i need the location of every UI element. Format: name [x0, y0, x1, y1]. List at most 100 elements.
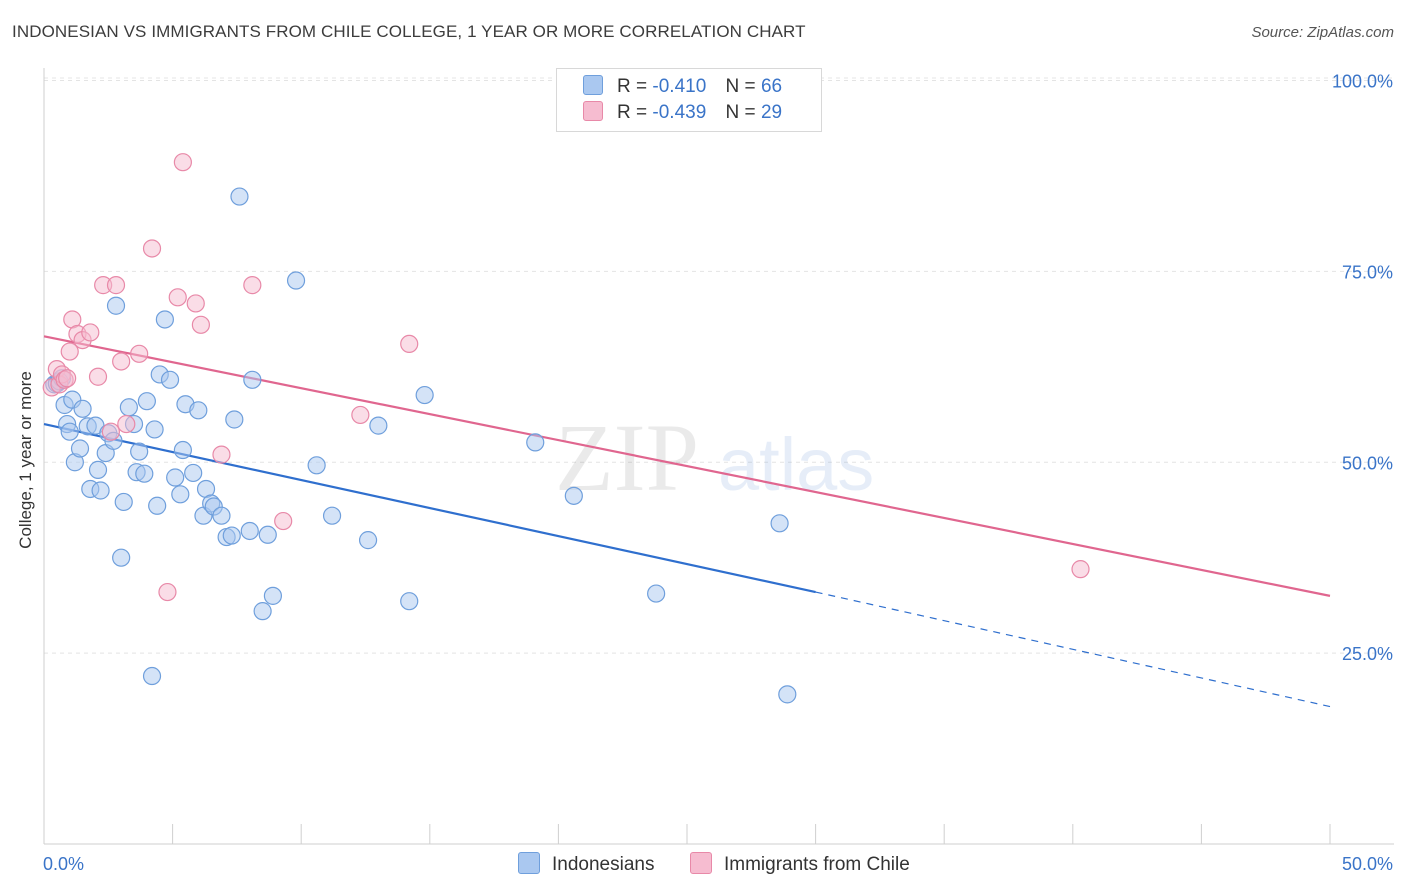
trend-lines — [43, 335, 1331, 708]
point-indonesians — [60, 422, 79, 441]
point-indonesians — [106, 296, 126, 315]
legend-swatch-pink — [690, 852, 712, 874]
chart-title: INDONESIAN VS IMMIGRANTS FROM CHILE COLL… — [12, 22, 806, 41]
y-axis-label: College, 1 year or more — [16, 371, 35, 549]
point-chile — [351, 405, 370, 425]
point-indonesians — [114, 492, 133, 512]
point-indonesians — [322, 506, 342, 525]
point-chile — [168, 288, 187, 307]
point-indonesians — [225, 410, 244, 429]
point-indonesians — [222, 526, 241, 545]
point-indonesians — [240, 521, 259, 541]
legend-label-indonesians: Indonesians — [552, 854, 655, 875]
point-indonesians — [358, 531, 378, 550]
legend-row-indonesians: R = -0.410 N = 66 — [583, 75, 782, 99]
watermark-atlas: atlas — [718, 423, 874, 506]
point-chile — [60, 342, 79, 361]
legend-n-label: N = — [725, 76, 756, 97]
point-chile — [400, 334, 419, 354]
point-indonesians — [73, 399, 92, 418]
tick-labels: 25.0% 50.0% 75.0% 100.0% 0.0% 50.0% — [43, 72, 1393, 875]
point-indonesians — [137, 392, 156, 411]
axes — [43, 68, 1394, 845]
point-indonesians — [91, 481, 110, 500]
legend-r-value: -0.410 — [652, 76, 707, 97]
trend-line-indonesians-extension — [815, 591, 1331, 708]
legend-r-value: -0.439 — [652, 102, 707, 123]
stats-legend: R = -0.410 N = 66 R = -0.439 N = 29 — [556, 68, 822, 132]
point-indonesians — [148, 496, 167, 515]
point-chile — [186, 294, 205, 313]
x-tick-label-min: 0.0% — [43, 854, 84, 874]
point-indonesians — [647, 584, 666, 603]
legend-n-value: 29 — [760, 102, 783, 123]
legend-row-chile: R = -0.439 N = 29 — [583, 101, 782, 125]
legend-r-label: R = — [617, 102, 648, 123]
point-chile — [158, 582, 177, 602]
legend-r-label: R = — [617, 76, 648, 97]
point-chile — [274, 511, 293, 531]
point-chile — [243, 276, 262, 295]
source-label: Source: ZipAtlas.com — [1251, 24, 1394, 41]
legend-swatch-blue — [518, 852, 540, 874]
point-indonesians — [160, 370, 180, 389]
point-indonesians — [155, 310, 174, 329]
point-indonesians — [70, 439, 90, 458]
legend-swatch-pink — [583, 101, 603, 121]
point-indonesians — [258, 525, 277, 544]
trend-line-indonesians — [43, 423, 816, 594]
data-points — [42, 153, 1090, 704]
legend-n-label: N = — [725, 102, 756, 123]
point-indonesians — [142, 666, 162, 686]
point-indonesians — [189, 401, 208, 420]
point-chile — [212, 445, 231, 464]
legend-n-value: 66 — [760, 76, 783, 97]
legend-label-chile: Immigrants from Chile — [724, 854, 910, 875]
point-chile — [106, 276, 126, 295]
point-chile — [191, 315, 210, 334]
point-indonesians — [369, 416, 388, 435]
point-indonesians — [230, 187, 249, 206]
point-indonesians — [171, 485, 190, 504]
point-chile — [112, 352, 131, 371]
point-chile — [81, 323, 100, 342]
point-chile — [1071, 560, 1090, 579]
y-tick-label: 25.0% — [1342, 644, 1393, 664]
bottom-legend-indonesians: Indonesians — [518, 852, 654, 876]
point-chile — [101, 422, 120, 441]
point-chile — [58, 369, 77, 388]
point-indonesians — [112, 548, 131, 567]
y-tick-label: 50.0% — [1342, 453, 1393, 473]
point-indonesians — [253, 602, 272, 621]
point-indonesians — [778, 685, 797, 704]
point-indonesians — [130, 442, 149, 461]
point-indonesians — [400, 592, 419, 611]
legend-swatch-blue — [583, 75, 603, 95]
x-tick-label-max: 50.0% — [1342, 854, 1393, 874]
point-indonesians — [173, 440, 192, 460]
point-indonesians — [119, 398, 138, 417]
point-chile — [130, 344, 149, 363]
point-indonesians — [184, 463, 203, 483]
point-indonesians — [88, 460, 108, 479]
point-indonesians — [243, 370, 262, 389]
point-indonesians — [286, 271, 306, 290]
y-tick-label: 100.0% — [1332, 72, 1393, 92]
point-chile — [88, 367, 108, 386]
point-indonesians — [135, 464, 154, 483]
bottom-legend-chile: Immigrants from Chile — [690, 852, 910, 876]
point-chile — [173, 153, 192, 172]
point-indonesians — [526, 433, 545, 452]
point-indonesians — [145, 420, 164, 439]
point-indonesians — [564, 486, 583, 505]
point-indonesians — [770, 514, 789, 533]
point-chile — [142, 239, 162, 258]
point-indonesians — [212, 506, 231, 525]
point-indonesians — [166, 468, 185, 487]
point-indonesians — [263, 586, 283, 605]
point-chile — [117, 414, 136, 434]
point-indonesians — [307, 456, 326, 475]
point-indonesians — [415, 385, 434, 405]
y-tick-label: 75.0% — [1342, 262, 1393, 282]
